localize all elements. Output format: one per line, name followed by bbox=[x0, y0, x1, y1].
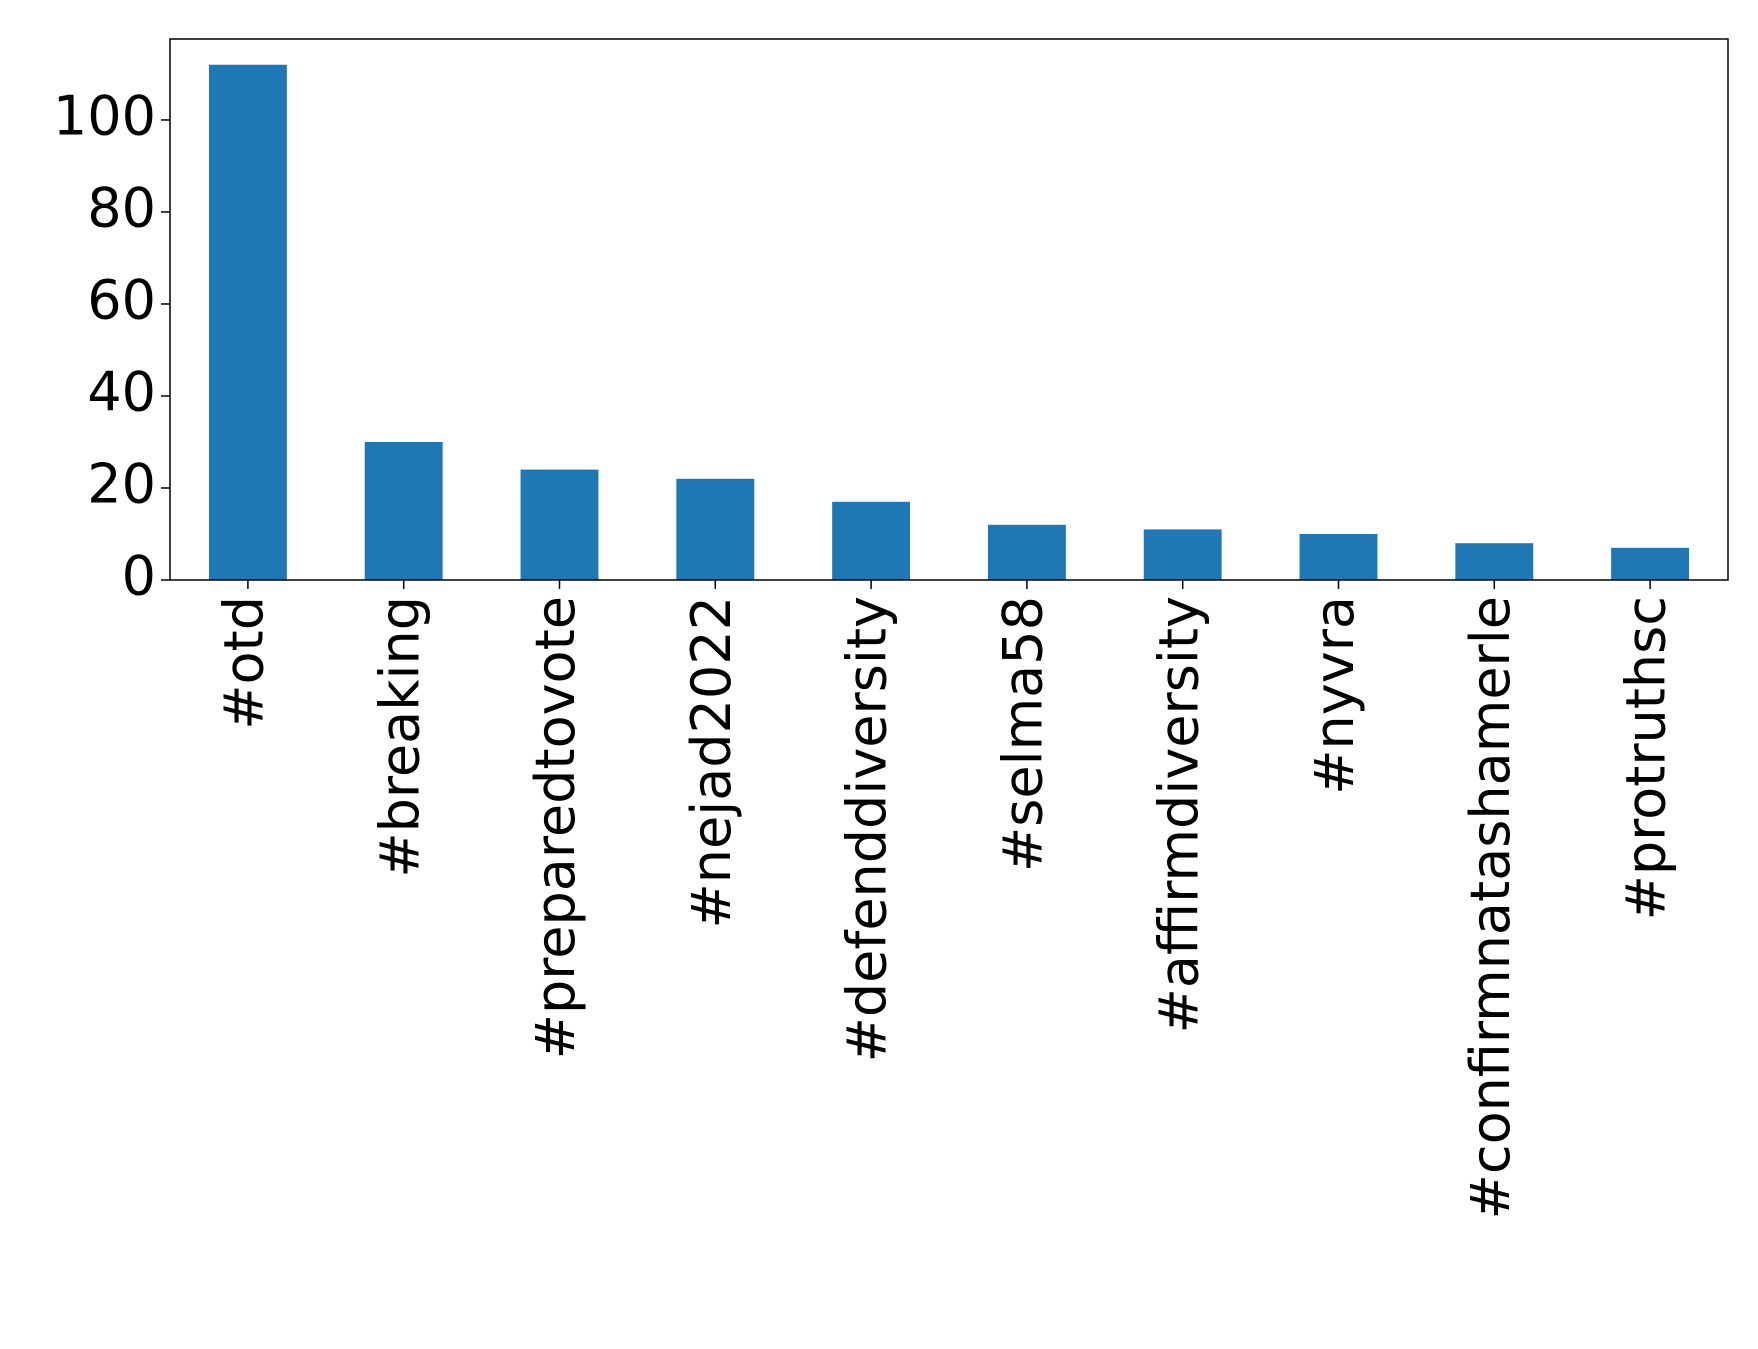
x-tick-label: #affirmdiversity bbox=[1147, 596, 1210, 1033]
y-tick-label: 60 bbox=[87, 269, 156, 332]
y-tick-label: 40 bbox=[87, 361, 156, 424]
y-tick-label: 20 bbox=[87, 453, 156, 516]
x-tick-label: #protruthsc bbox=[1615, 596, 1678, 920]
bar bbox=[987, 524, 1066, 580]
y-tick-label: 0 bbox=[122, 545, 156, 608]
bar bbox=[1455, 543, 1534, 580]
bar bbox=[1143, 529, 1222, 580]
bar bbox=[208, 64, 287, 580]
x-tick-label: #confirmnatashamerle bbox=[1459, 596, 1522, 1219]
plot-frame bbox=[169, 38, 1729, 581]
x-tick-label: #nyvra bbox=[1303, 596, 1366, 795]
bar bbox=[364, 441, 443, 580]
bar bbox=[676, 478, 755, 580]
bar bbox=[832, 501, 911, 580]
y-tick-label: 80 bbox=[87, 177, 156, 240]
x-tick-label: #breaking bbox=[368, 596, 431, 878]
bar bbox=[520, 469, 599, 580]
x-tick-label: #defenddiversity bbox=[836, 596, 899, 1062]
bar bbox=[1611, 547, 1690, 580]
bar bbox=[1299, 533, 1378, 580]
x-tick-label: #otd bbox=[213, 596, 276, 730]
y-tick-label: 100 bbox=[53, 85, 156, 148]
x-tick-label: #nejad2022 bbox=[680, 596, 743, 929]
x-tick-label: #preparedtovote bbox=[524, 596, 587, 1059]
x-tick-label: #selma58 bbox=[992, 596, 1055, 872]
